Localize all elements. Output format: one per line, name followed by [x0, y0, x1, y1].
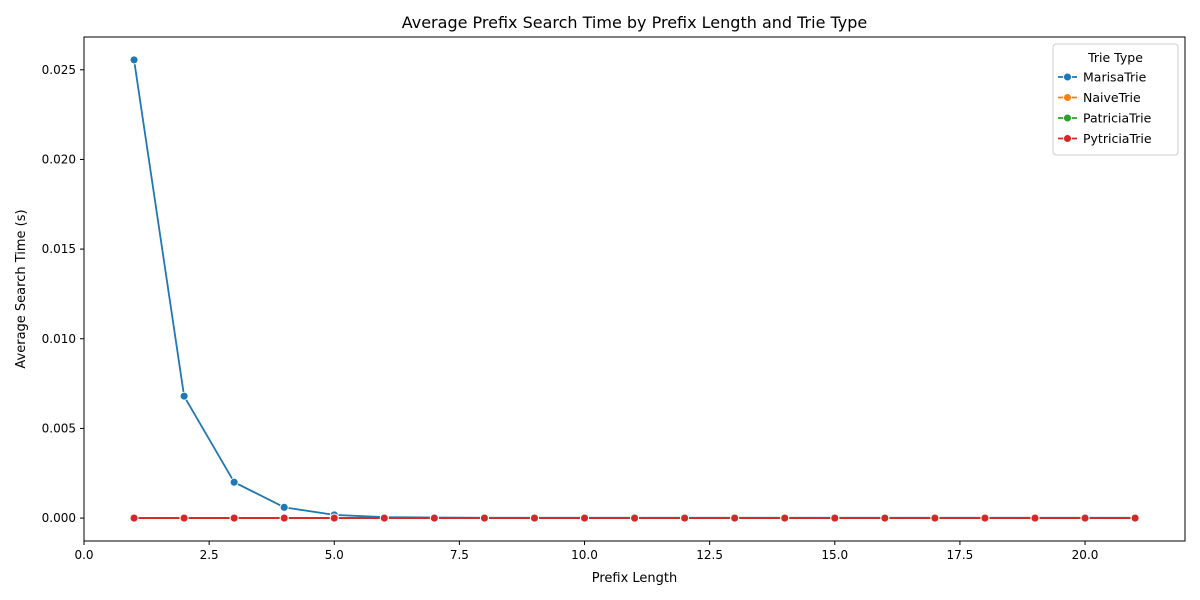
data-point-PytriciaTrie — [580, 513, 589, 523]
data-point-PytriciaTrie — [279, 513, 289, 523]
data-point-PytriciaTrie — [980, 513, 990, 523]
x-tick-label: 15.0 — [821, 548, 848, 562]
x-axis-ticks: 0.0 2.5 5.0 7.5 10.0 12.5 15.0 17.5 20.0 — [74, 541, 1098, 562]
data-point-PytriciaTrie — [1030, 513, 1040, 523]
data-point-PytriciaTrie — [179, 513, 189, 523]
plot-frame — [83, 36, 1186, 542]
y-axis-label: Average Search Time (s) — [14, 209, 29, 368]
legend-label: PatriciaTrie — [1083, 111, 1152, 126]
data-point-PytriciaTrie — [129, 513, 139, 523]
legend-item-MarisaTrie: MarisaTrie — [1058, 70, 1147, 85]
data-point-MarisaTrie — [129, 55, 139, 65]
legend-marker-swatch — [1063, 134, 1072, 143]
data-point-PytriciaTrie — [780, 513, 790, 523]
data-point-PytriciaTrie — [429, 513, 439, 523]
y-tick-label: 0.005 — [42, 421, 76, 435]
legend-item-PatriciaTrie: PatriciaTrie — [1058, 111, 1152, 126]
legend-items: MarisaTrie NaiveTrie PatriciaTrie PytriciaT… — [1058, 70, 1152, 146]
x-tick-label: 20.0 — [1072, 548, 1099, 562]
legend-marker-swatch — [1063, 113, 1072, 123]
legend-marker-swatch — [1063, 93, 1072, 102]
legend: Trie Type MarisaTrie NaiveTrie PatriciaTri… — [1052, 43, 1179, 156]
y-tick-label: 0.010 — [42, 332, 76, 346]
series-markers — [129, 55, 1140, 523]
legend-label: MarisaTrie — [1083, 70, 1147, 85]
data-point-MarisaTrie — [279, 502, 289, 512]
data-point-PytriciaTrie — [530, 513, 539, 523]
x-tick-label: 2.5 — [200, 548, 219, 562]
legend-label: PytriciaTrie — [1083, 131, 1152, 146]
legend-label: NaiveTrie — [1083, 90, 1141, 105]
legend-title: Trie Type — [1087, 50, 1143, 65]
chart-title: Average Prefix Search Time by Prefix Len… — [402, 13, 868, 32]
data-point-PytriciaTrie — [880, 513, 890, 523]
x-tick-label: 10.0 — [571, 548, 598, 562]
x-tick-label: 0.0 — [74, 548, 93, 562]
data-point-PytriciaTrie — [680, 513, 690, 523]
data-point-PytriciaTrie — [1130, 513, 1140, 523]
data-point-PytriciaTrie — [1080, 513, 1090, 523]
y-tick-label: 0.000 — [42, 511, 76, 525]
y-tick-label: 0.015 — [42, 242, 76, 256]
data-point-PytriciaTrie — [730, 513, 740, 523]
data-point-PytriciaTrie — [379, 513, 389, 523]
data-point-PytriciaTrie — [229, 513, 239, 523]
data-point-MarisaTrie — [229, 477, 239, 487]
legend-marker-swatch — [1063, 72, 1072, 82]
data-point-PytriciaTrie — [479, 513, 489, 523]
data-point-PytriciaTrie — [329, 513, 339, 523]
x-tick-label: 5.0 — [325, 548, 344, 562]
y-tick-label: 0.025 — [42, 63, 76, 77]
legend-box — [1052, 43, 1179, 156]
data-point-PytriciaTrie — [830, 513, 840, 523]
x-axis-label: Prefix Length — [592, 571, 678, 586]
y-tick-label: 0.020 — [42, 152, 76, 166]
y-axis-ticks: 0.000 0.005 0.010 0.015 0.020 0.025 — [42, 63, 84, 525]
legend-item-PytriciaTrie: PytriciaTrie — [1058, 131, 1152, 146]
data-point-PytriciaTrie — [930, 513, 940, 523]
x-tick-label: 17.5 — [947, 548, 974, 562]
x-tick-label: 7.5 — [450, 548, 469, 562]
data-point-MarisaTrie — [179, 391, 189, 401]
x-tick-label: 12.5 — [696, 548, 723, 562]
legend-item-NaiveTrie: NaiveTrie — [1058, 90, 1141, 105]
data-point-PytriciaTrie — [630, 513, 640, 523]
